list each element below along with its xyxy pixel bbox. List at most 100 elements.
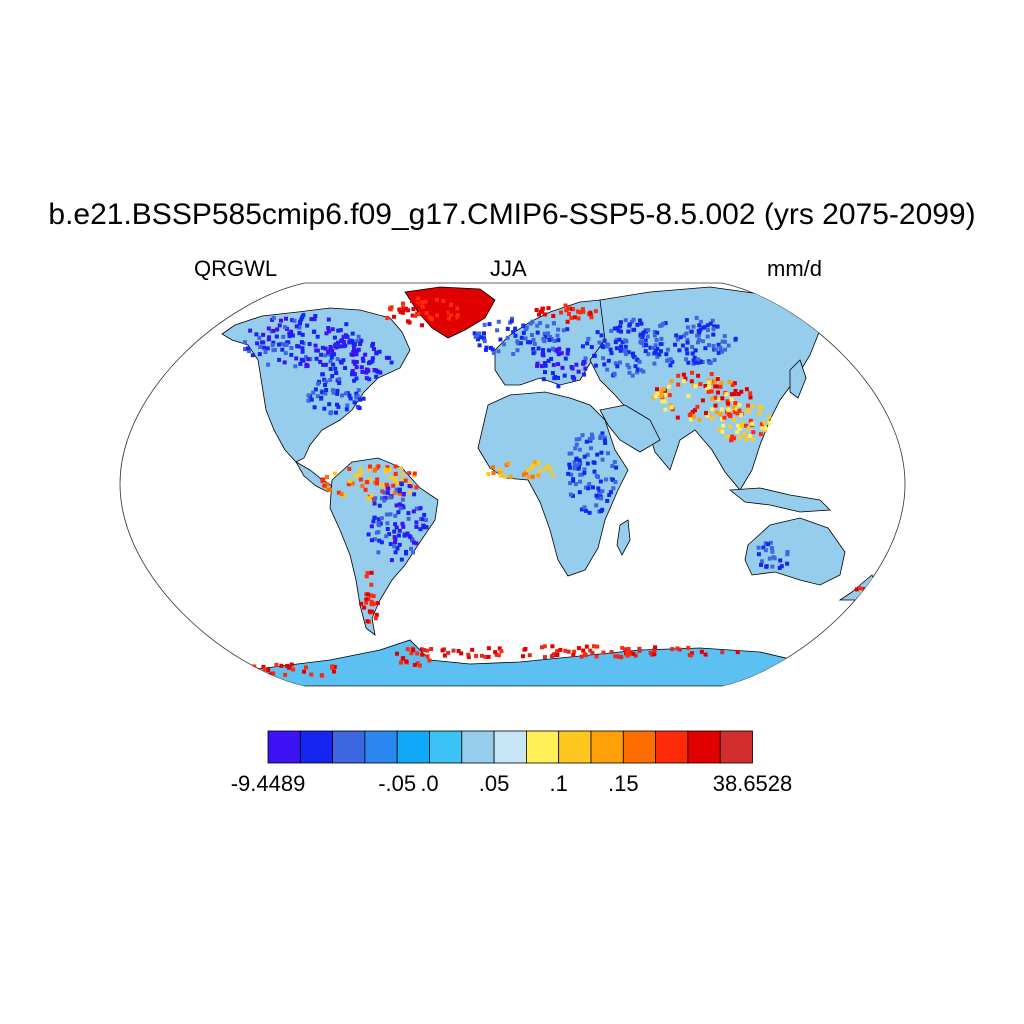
anomaly-cell	[614, 465, 619, 470]
anomaly-cell	[323, 353, 328, 358]
anomaly-cell	[424, 518, 428, 522]
anomaly-cell	[242, 340, 247, 345]
anomaly-cell	[609, 328, 614, 333]
anomaly-cell	[292, 318, 297, 323]
anomaly-cell	[326, 329, 331, 334]
anomaly-cell	[572, 649, 577, 654]
anomaly-cell	[543, 312, 547, 317]
anomaly-cell	[258, 345, 263, 349]
anomaly-cell	[608, 490, 613, 495]
anomaly-cell	[540, 306, 545, 311]
anomaly-cell	[247, 349, 252, 354]
anomaly-cell	[441, 299, 446, 303]
anomaly-cell	[416, 312, 421, 317]
anomaly-cell	[415, 651, 420, 656]
anomaly-cell	[732, 418, 737, 423]
anomaly-cell	[354, 365, 359, 370]
anomaly-cell	[472, 331, 477, 336]
anomaly-cell	[401, 307, 406, 312]
anomaly-cell	[631, 651, 636, 656]
anomaly-cell	[435, 313, 439, 318]
anomaly-cell	[414, 541, 419, 546]
colorbar-label: .05	[478, 771, 510, 796]
anomaly-cell	[724, 392, 729, 397]
anomaly-cell	[563, 648, 568, 653]
anomaly-cell	[728, 414, 733, 419]
anomaly-cell	[619, 344, 623, 349]
anomaly-cell	[523, 336, 528, 341]
anomaly-cell	[764, 564, 769, 569]
anomaly-cell	[653, 343, 658, 348]
anomaly-cell	[369, 538, 374, 543]
anomaly-cell	[309, 672, 314, 677]
anomaly-cell	[392, 476, 397, 481]
anomaly-cell	[376, 517, 381, 522]
anomaly-cell	[511, 352, 516, 356]
anomaly-cell	[322, 406, 327, 411]
plot-title: b.e21.BSSP585cmip6.f09_g17.CMIP6-SSP5-8.…	[48, 198, 976, 231]
anomaly-cell	[326, 326, 331, 330]
anomaly-cell	[350, 331, 355, 336]
anomaly-cell	[698, 327, 703, 332]
anomaly-cell	[329, 355, 334, 360]
colorbar-label: 38.6528	[712, 771, 793, 796]
anomaly-cell	[289, 662, 294, 667]
anomaly-cell	[684, 357, 688, 362]
anomaly-cell	[408, 490, 413, 495]
anomaly-cell	[565, 351, 570, 356]
anomaly-cell	[571, 653, 576, 658]
anomaly-cell	[659, 349, 663, 354]
anomaly-cell	[284, 340, 289, 345]
anomaly-cell	[576, 309, 580, 314]
anomaly-cell	[300, 346, 305, 351]
anomaly-cell	[735, 430, 740, 435]
anomaly-cell	[677, 348, 682, 353]
colorbar-swatch	[332, 730, 366, 764]
anomaly-cell	[659, 388, 664, 393]
anomaly-cell	[712, 358, 717, 363]
anomaly-cell	[394, 525, 399, 530]
anomaly-cell	[690, 344, 695, 349]
anomaly-cell	[588, 310, 593, 315]
anomaly-cell	[712, 324, 717, 329]
anomaly-cell	[710, 381, 715, 386]
anomaly-cell	[335, 391, 340, 396]
anomaly-cell	[683, 376, 688, 381]
anomaly-cell	[732, 436, 736, 441]
anomaly-cell	[617, 337, 622, 342]
anomaly-cell	[689, 329, 694, 334]
anomaly-cell	[713, 384, 718, 389]
anomaly-cell	[312, 405, 317, 410]
anomaly-cell	[737, 403, 742, 407]
anomaly-cell	[744, 387, 749, 392]
anomaly-cell	[483, 347, 488, 352]
anomaly-cell	[726, 343, 731, 348]
anomaly-cell	[555, 651, 560, 656]
anomaly-cell	[374, 350, 379, 355]
anomaly-cell	[421, 648, 426, 652]
anomaly-cell	[539, 364, 544, 369]
anomaly-cell	[294, 356, 299, 361]
anomaly-cell	[261, 664, 266, 669]
anomaly-cell	[491, 471, 496, 475]
anomaly-cell	[581, 359, 586, 364]
anomaly-cell	[602, 338, 607, 343]
anomaly-cell	[484, 345, 489, 350]
anomaly-cell	[456, 649, 461, 653]
anomaly-cell	[695, 404, 700, 409]
anomaly-cell	[384, 534, 389, 539]
anomaly-cell	[446, 650, 451, 655]
anomaly-cell	[358, 471, 363, 476]
anomaly-cell	[399, 466, 404, 471]
anomaly-cell	[323, 362, 328, 367]
anomaly-cell	[580, 344, 585, 349]
anomaly-cell	[768, 540, 773, 545]
anomaly-cell	[389, 360, 394, 365]
anomaly-cell	[578, 472, 583, 477]
anomaly-cell	[261, 332, 266, 337]
anomaly-cell	[409, 651, 414, 656]
anomaly-cell	[623, 318, 628, 323]
anomaly-cell	[726, 401, 731, 406]
anomaly-cell	[610, 464, 615, 468]
anomaly-cell	[692, 355, 697, 360]
